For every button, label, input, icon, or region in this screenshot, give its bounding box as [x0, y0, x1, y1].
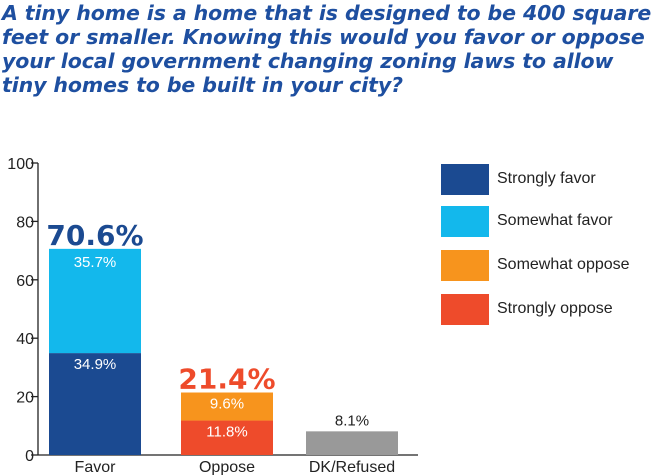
data-label: 35.7% [74, 254, 117, 271]
legend-item-somewhat-oppose: Somewhat oppose [441, 249, 630, 281]
total-label: 21.4% [178, 363, 275, 396]
x-tick-label: Favor [75, 459, 117, 475]
legend-swatch-somewhat-oppose [441, 249, 489, 281]
legend-label-strongly-oppose: Strongly oppose [497, 300, 613, 317]
y-tick-label: 40 [16, 331, 34, 348]
dk-refused-bar [306, 431, 398, 455]
legend-item-somewhat-favor: Somewhat favor [441, 205, 613, 237]
data-label: 11.8% [206, 424, 247, 441]
strongly-oppose-bar [181, 420, 273, 455]
y-tick-label: 100 [7, 156, 34, 173]
somewhat-oppose-bar [181, 392, 273, 421]
y-tick-label: 0 [25, 448, 34, 465]
chart-title: A tiny home is a home that is designed t… [2, 1, 652, 97]
legend-swatch-somewhat-favor [441, 205, 489, 237]
legend-item-strongly-oppose: Strongly oppose [441, 293, 613, 325]
legend-swatch-strongly-favor [441, 163, 489, 195]
y-tick-label: 20 [16, 390, 34, 407]
y-tick-label: 80 [16, 214, 34, 231]
data-label: 9.6% [210, 396, 244, 413]
legend-label-strongly-favor: Strongly favor [497, 170, 596, 187]
somewhat-favor-bar [49, 248, 141, 354]
x-tick-label: Oppose [199, 459, 255, 475]
data-label: 34.9% [74, 356, 117, 373]
legend-swatch-strongly-oppose [441, 293, 489, 325]
x-tick-label: DK/Refused [309, 459, 395, 475]
legend-item-strongly-favor: Strongly favor [441, 163, 596, 195]
strongly-favor-bar [49, 353, 141, 455]
legend-label-somewhat-oppose: Somewhat oppose [497, 256, 630, 273]
data-label: 8.1% [335, 412, 369, 429]
y-tick-label: 60 [16, 273, 34, 290]
legend-label-somewhat-favor: Somewhat favor [497, 212, 613, 229]
total-label: 70.6% [46, 219, 143, 252]
